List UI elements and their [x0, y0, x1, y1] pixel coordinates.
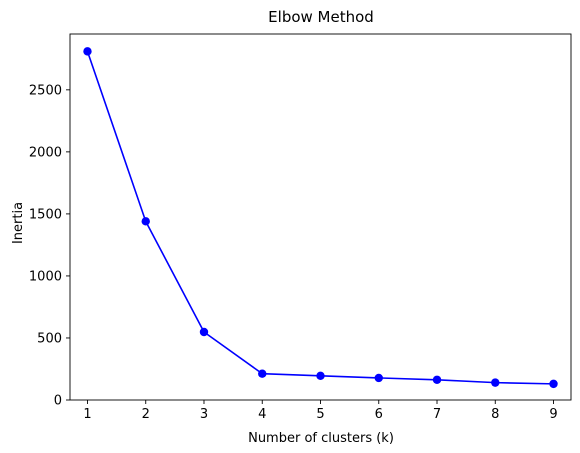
data-point	[141, 217, 150, 226]
data-point	[83, 47, 92, 56]
data-point	[199, 327, 209, 337]
x-tick-label: 2	[142, 407, 150, 422]
data-point	[549, 379, 558, 389]
data-point	[432, 375, 442, 384]
x-tick-label: 8	[491, 407, 499, 422]
x-axis-label: Number of clusters (k)	[248, 431, 394, 446]
x-tick-label: 6	[375, 407, 383, 422]
x-tick-label: 1	[83, 407, 91, 422]
x-tick-label: 5	[316, 407, 324, 422]
y-axis-label: Inertia	[11, 202, 26, 244]
x-tick-label: 4	[258, 407, 266, 422]
x-tick-label: 9	[549, 407, 557, 422]
y-tick-label: 1500	[29, 207, 62, 222]
plot-area: 1 2 3 4 5 6 7 8 9 0 500 1000 1500 2000 2500	[29, 33, 572, 422]
chart-title: Elbow Method	[268, 8, 374, 26]
y-tick-label: 500	[37, 331, 62, 346]
y-tick-label: 1000	[29, 269, 62, 284]
data-point	[374, 373, 383, 383]
data-point	[491, 378, 500, 387]
data-point	[258, 369, 267, 378]
x-tick-label: 3	[200, 407, 208, 422]
y-tick-label: 2000	[29, 145, 62, 160]
x-tick-label: 7	[433, 407, 441, 422]
y-tick-label: 0	[54, 394, 62, 409]
y-tick-label: 2500	[29, 83, 62, 98]
data-point	[316, 371, 325, 381]
